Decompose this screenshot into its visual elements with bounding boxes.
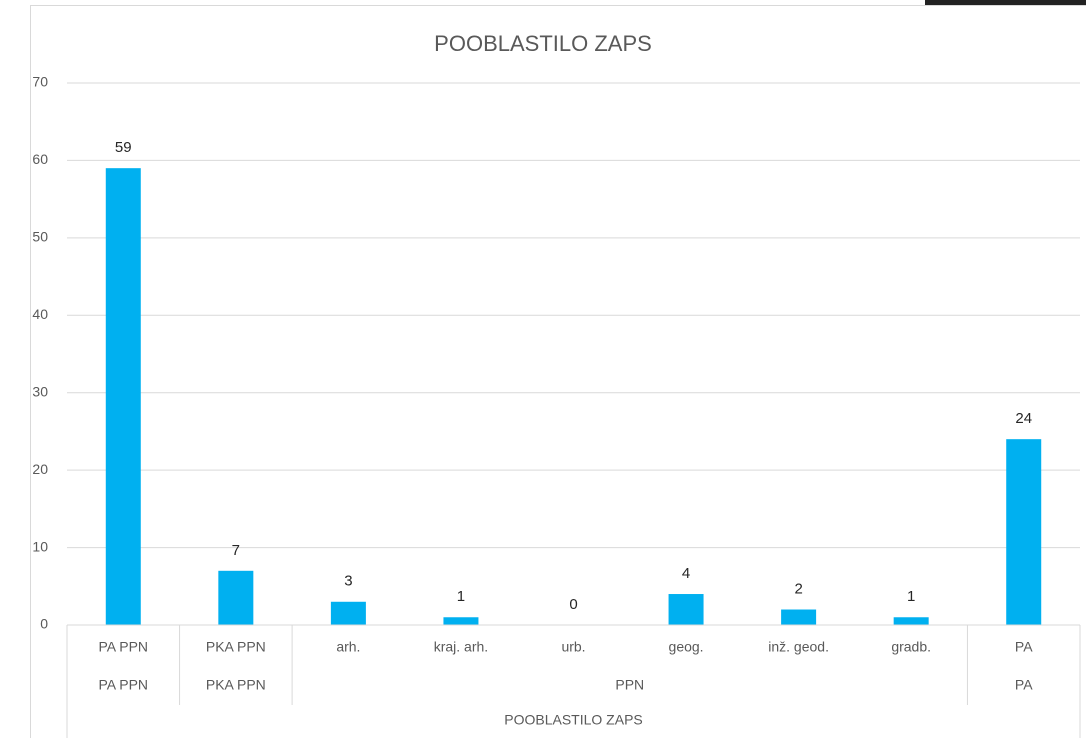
axis-group-label: POOBLASTILO ZAPS xyxy=(504,712,643,728)
group-label: PA PPN xyxy=(99,677,149,693)
x-tick-label: urb. xyxy=(561,639,585,655)
group-label: PA xyxy=(1015,677,1033,693)
x-tick-label: geog. xyxy=(669,639,704,655)
x-tick-label: kraj. arh. xyxy=(434,639,488,655)
data-label: 1 xyxy=(907,588,915,605)
y-tick-label: 20 xyxy=(32,461,48,477)
bar xyxy=(668,594,704,625)
chart-frame xyxy=(30,5,1086,738)
x-tick-label: PKA PPN xyxy=(206,639,266,655)
data-label: 4 xyxy=(682,565,690,582)
y-tick-label: 30 xyxy=(32,383,48,399)
data-label: 24 xyxy=(1015,410,1032,427)
data-label: 59 xyxy=(115,139,132,156)
x-tick-label: arh. xyxy=(336,639,360,655)
bar xyxy=(105,168,141,625)
y-tick-label: 10 xyxy=(32,538,48,554)
y-tick-label: 0 xyxy=(40,616,48,632)
data-label: 2 xyxy=(794,580,802,597)
x-tick-label: PA PPN xyxy=(99,639,149,655)
bar xyxy=(781,609,817,625)
data-label: 7 xyxy=(232,542,240,559)
data-label: 0 xyxy=(569,596,577,613)
bar xyxy=(330,601,366,625)
y-tick-label: 70 xyxy=(32,74,48,90)
data-label: 1 xyxy=(457,588,465,605)
y-tick-label: 40 xyxy=(32,306,48,322)
group-label: PKA PPN xyxy=(206,677,266,693)
bar xyxy=(1006,439,1042,625)
bar xyxy=(443,617,479,625)
x-tick-label: inž. geod. xyxy=(768,639,829,655)
y-tick-label: 60 xyxy=(32,151,48,167)
y-tick-label: 50 xyxy=(32,229,48,245)
chart-title: POOBLASTILO ZAPS xyxy=(434,31,652,56)
data-label: 3 xyxy=(344,573,352,590)
x-tick-label: PA xyxy=(1015,639,1033,655)
window-edge xyxy=(925,0,1086,5)
bar xyxy=(893,617,929,625)
group-label: PPN xyxy=(615,677,644,693)
bar xyxy=(218,570,254,625)
x-tick-label: gradb. xyxy=(891,639,931,655)
